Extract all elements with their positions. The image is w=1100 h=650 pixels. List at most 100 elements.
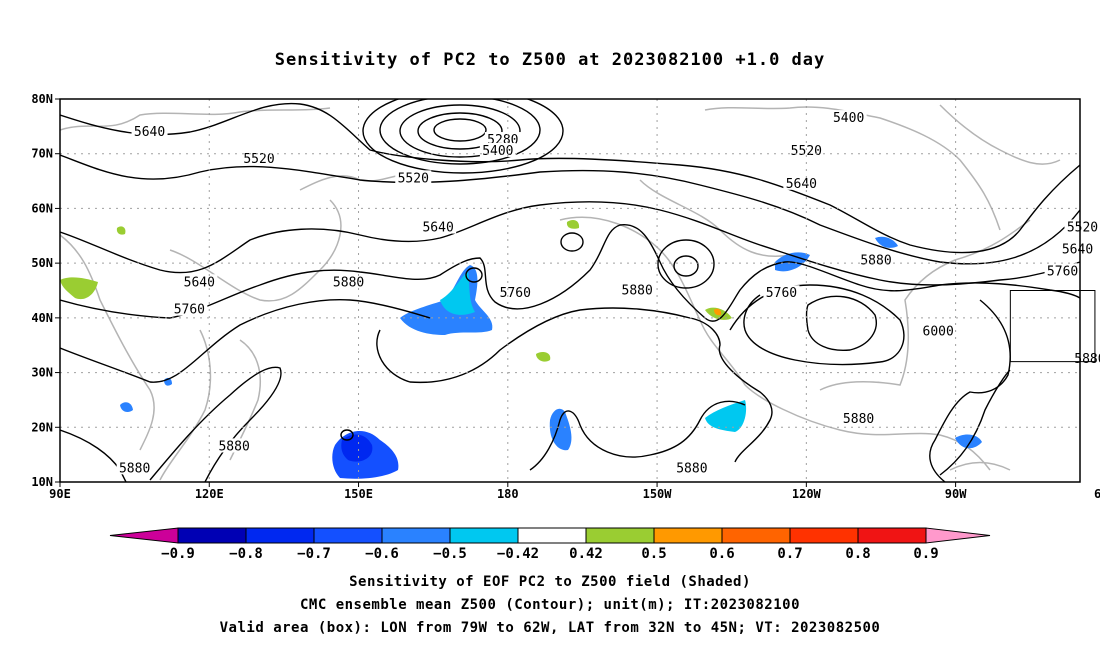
- contour-label: 5520: [398, 171, 429, 186]
- contour-label: 5400: [833, 111, 864, 126]
- lat-label: 50N: [31, 256, 53, 270]
- contour-label: 5640: [134, 125, 165, 140]
- colorbar-bin: [517, 527, 587, 544]
- z500-contours: [60, 99, 1080, 482]
- contour-label: 5520: [1067, 221, 1098, 236]
- lat-label: 80N: [31, 92, 53, 106]
- caption-line-3: Valid area (box): LON from 79W to 62W, L…: [219, 620, 881, 636]
- lat-label: 60N: [31, 201, 53, 215]
- lat-axis: 80N 70N 60N 50N 40N 30N 20N 10N: [31, 92, 60, 489]
- contour-label: 5760: [174, 303, 205, 318]
- map-gridlines: [60, 99, 1080, 482]
- contour-label-bg: [763, 285, 800, 300]
- colorbar: −0.9 −0.8 −0.7 −0.6 −0.5 −0.42 0.42 0.5 0.6 0.7 0.…: [109, 527, 991, 562]
- contour-label-bg: [420, 219, 457, 234]
- colorbar-label: −0.7: [297, 546, 331, 562]
- colorbar-bin: [585, 527, 655, 544]
- valid-area-box: [1009, 290, 1096, 363]
- colorbar-bin: [313, 527, 383, 544]
- contour-label-bg: [673, 460, 710, 475]
- colorbar-bin: [857, 527, 927, 544]
- contour-label-bg: [619, 282, 656, 297]
- contour-label-bg: [1044, 263, 1081, 278]
- colorbar-bin: [721, 527, 791, 544]
- lon-label: 60W: [1094, 487, 1100, 501]
- contour-label-bg: [1059, 241, 1096, 256]
- lon-label: 120W: [792, 487, 822, 501]
- colorbar-label: −0.5: [433, 546, 467, 562]
- contour-label: 5640: [184, 275, 215, 290]
- contour-label-bg: [395, 170, 432, 185]
- colorbar-label: 0.5: [641, 546, 666, 562]
- contour-label: 5520: [243, 152, 274, 167]
- contour-labels: 5640552055205280540054005520564056405640…: [116, 110, 1100, 476]
- colorbar-upper-extend: [925, 527, 991, 544]
- sensitivity-shading: [60, 220, 982, 479]
- contour-label: 5880: [843, 412, 874, 427]
- colorbar-bin: [449, 527, 519, 544]
- contour-label-bg: [241, 151, 278, 166]
- contour-label-bg: [181, 274, 218, 289]
- contour-label: 5880: [860, 253, 891, 268]
- contour-label: 5640: [786, 177, 817, 192]
- contour-label: 5880: [119, 461, 150, 476]
- contour-label-bg: [116, 460, 153, 475]
- contour-label-bg: [830, 110, 867, 125]
- colorbar-label: −0.9: [161, 546, 195, 562]
- colorbar-label: 0.42: [569, 546, 603, 562]
- lon-axis: 90E 120E 150E 180 150W 120W 90W 60W: [49, 482, 1100, 501]
- contour-label: 5760: [1047, 264, 1078, 279]
- plot-title: Sensitivity of PC2 to Z500 at 2023082100…: [274, 50, 826, 70]
- caption-line-1: Sensitivity of EOF PC2 to Z500 field (Sh…: [349, 574, 751, 590]
- contour-label: 5760: [766, 286, 797, 301]
- colorbar-label: −0.6: [365, 546, 399, 562]
- lon-label: 150E: [344, 487, 373, 501]
- contour-label: 5880: [218, 439, 249, 454]
- colorbar-lower-extend: [109, 527, 179, 544]
- contour-label: 5640: [422, 221, 453, 236]
- lat-label: 70N: [31, 147, 53, 161]
- lat-label: 10N: [31, 475, 53, 489]
- contour-label-bg: [216, 438, 253, 453]
- colorbar-label: −0.8: [229, 546, 263, 562]
- contour-label: 5520: [791, 144, 822, 159]
- contour-label: 5760: [500, 286, 531, 301]
- caption-line-2: CMC ensemble mean Z500 (Contour); unit(m…: [299, 597, 800, 613]
- colorbar-bin: [653, 527, 723, 544]
- contour-label-bg: [783, 175, 820, 190]
- lat-label: 40N: [31, 311, 53, 325]
- colorbar-label: 0.6: [709, 546, 734, 562]
- contour-label: 5880: [1074, 352, 1100, 367]
- colorbar-bin: [177, 527, 247, 544]
- colorbar-bin: [381, 527, 451, 544]
- contour-label: 5880: [333, 275, 364, 290]
- contour-label-bg: [840, 411, 877, 426]
- contour-label: 5880: [622, 284, 653, 299]
- colorbar-bin: [789, 527, 859, 544]
- lat-label: 30N: [31, 366, 53, 380]
- contour-label: 5400: [482, 144, 513, 159]
- lon-label: 180: [497, 487, 519, 501]
- contour-label-bg: [131, 123, 168, 138]
- lon-label: 90W: [945, 487, 967, 501]
- contour-label: 6000: [923, 325, 954, 340]
- contour-label: 5880: [676, 461, 707, 476]
- colorbar-label: 0.9: [913, 546, 938, 562]
- lon-label: 90E: [49, 487, 71, 501]
- map-frame: [59, 98, 1081, 483]
- colorbar-bin: [245, 527, 315, 544]
- contour-label-bg: [484, 132, 521, 147]
- contour-label-bg: [497, 285, 534, 300]
- contour-label-bg: [330, 274, 367, 289]
- contour-label-bg: [920, 323, 957, 338]
- colorbar-label: −0.42: [497, 546, 539, 562]
- colorbar-label: 0.8: [845, 546, 870, 562]
- contour-label-bg: [1064, 219, 1100, 234]
- lon-label: 150W: [643, 487, 673, 501]
- lat-label: 20N: [31, 420, 53, 434]
- lon-label: 120E: [195, 487, 224, 501]
- contour-label: 5640: [1062, 242, 1093, 257]
- contour-label-bg: [171, 301, 208, 316]
- colorbar-label: 0.7: [777, 546, 802, 562]
